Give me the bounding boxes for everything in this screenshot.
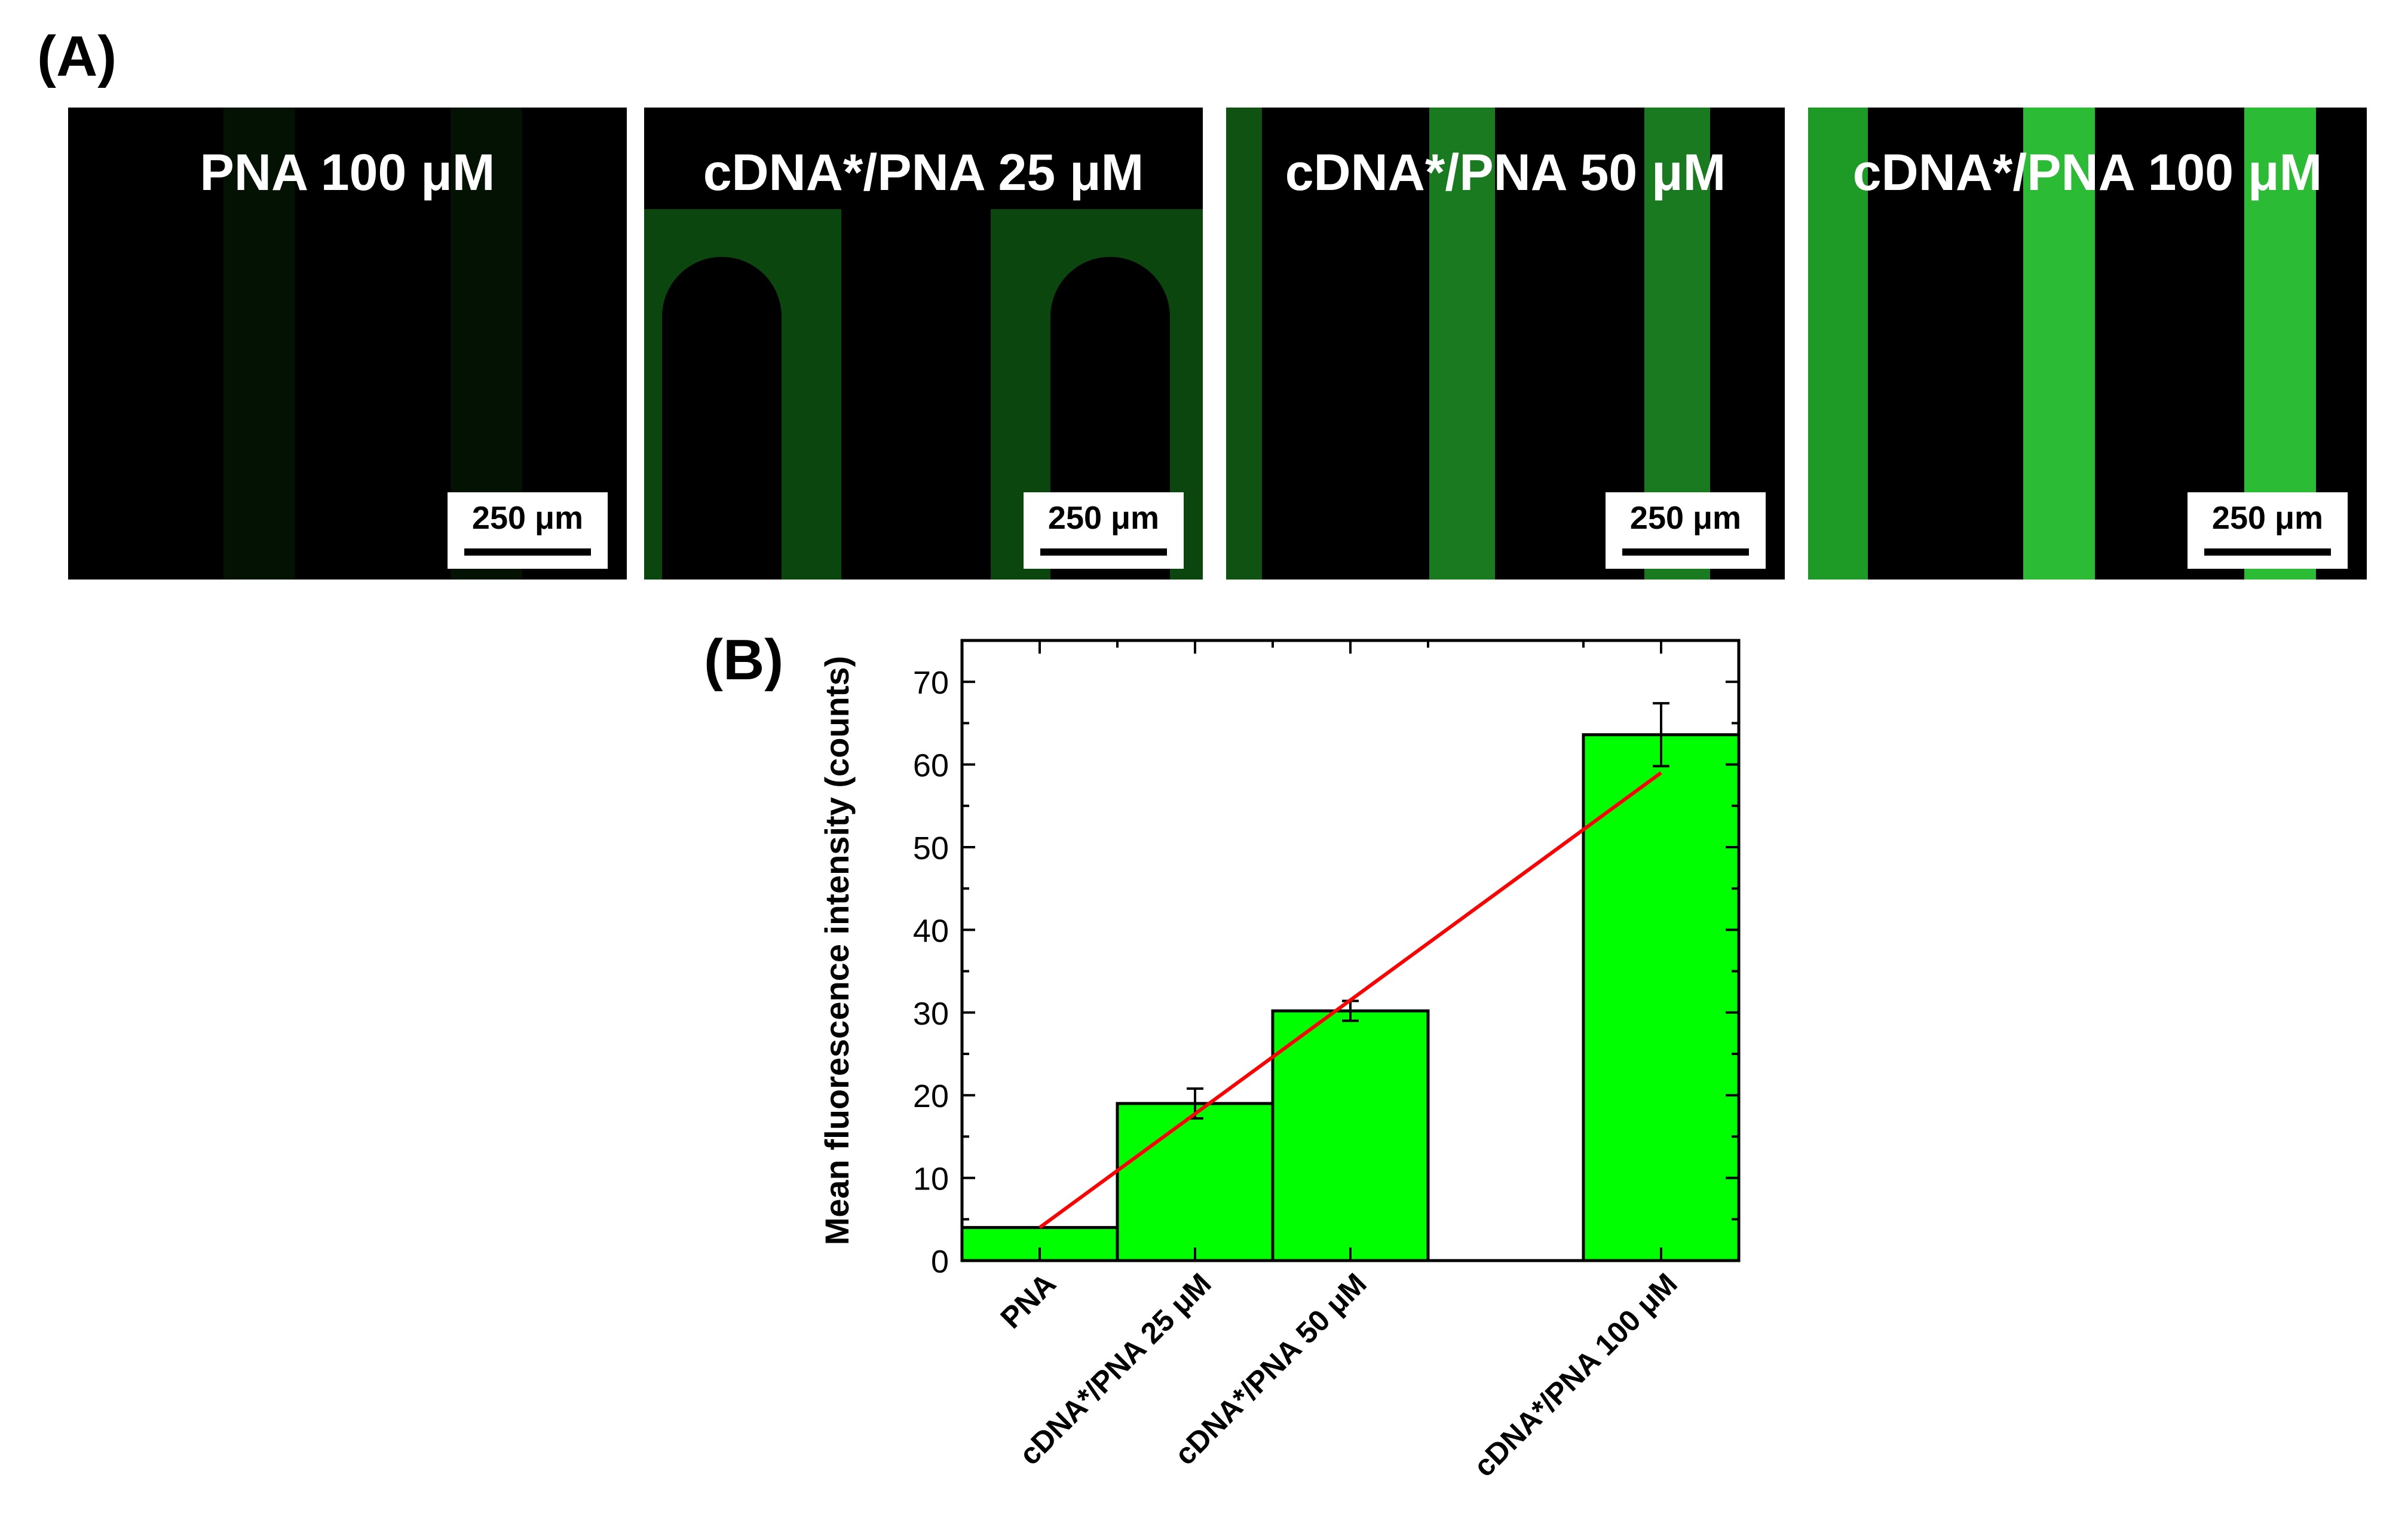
scale-label: 250 μm (1629, 500, 1742, 536)
y-tick-label: 30 (913, 996, 949, 1032)
scale-line (1040, 548, 1167, 556)
micrograph-title: PNA 100 μM (200, 144, 495, 201)
scale-label: 250 μm (1047, 500, 1160, 536)
micrograph-title: cDNA*/PNA 25 μM (703, 144, 1144, 201)
scale-bar: 250 μm (448, 492, 608, 569)
scale-label: 250 μm (471, 500, 584, 536)
bar (1271, 1009, 1430, 1262)
scale-label: 250 μm (2211, 500, 2324, 536)
x-tick-label: cDNA*/PNA 100 μM (1467, 1267, 1683, 1483)
panel-a-label: (A) (37, 24, 117, 88)
micrograph-pna-100: PNA 100 μM 250 μm (68, 108, 627, 580)
micrograph-cdna-pna-25: cDNA*/PNA 25 μM 250 μm (644, 108, 1203, 580)
scale-bar: 250 μm (2188, 492, 2348, 569)
scale-bar: 250 μm (1024, 492, 1184, 569)
scale-line (1622, 548, 1749, 556)
micrograph-cdna-pna-100: cDNA*/PNA 100 μM 250 μm (1808, 108, 2367, 580)
micrograph-cdna-pna-50: cDNA*/PNA 50 μM 250 μm (1226, 108, 1785, 580)
fit-line (1038, 771, 1662, 1230)
bar (1116, 1102, 1275, 1262)
y-tick-label: 50 (913, 830, 949, 866)
y-tick-label: 20 (913, 1078, 949, 1114)
y-axis-label: Mean fluorescence intensity (counts) (818, 656, 856, 1245)
scale-line (2204, 548, 2331, 556)
y-tick-label: 60 (913, 748, 949, 784)
y-tick-label: 10 (913, 1161, 949, 1197)
x-tick-label: PNA (994, 1267, 1062, 1335)
panel-b-label: (B) (704, 628, 784, 692)
y-tick-label: 0 (931, 1244, 949, 1280)
scale-line (464, 548, 591, 556)
micrograph-title: cDNA*/PNA 100 μM (1852, 144, 2323, 201)
micrograph-title: cDNA*/PNA 50 μM (1285, 144, 1726, 201)
y-tick-label: 40 (913, 913, 949, 949)
scale-bar: 250 μm (1606, 492, 1766, 569)
y-tick-label: 70 (913, 665, 949, 701)
